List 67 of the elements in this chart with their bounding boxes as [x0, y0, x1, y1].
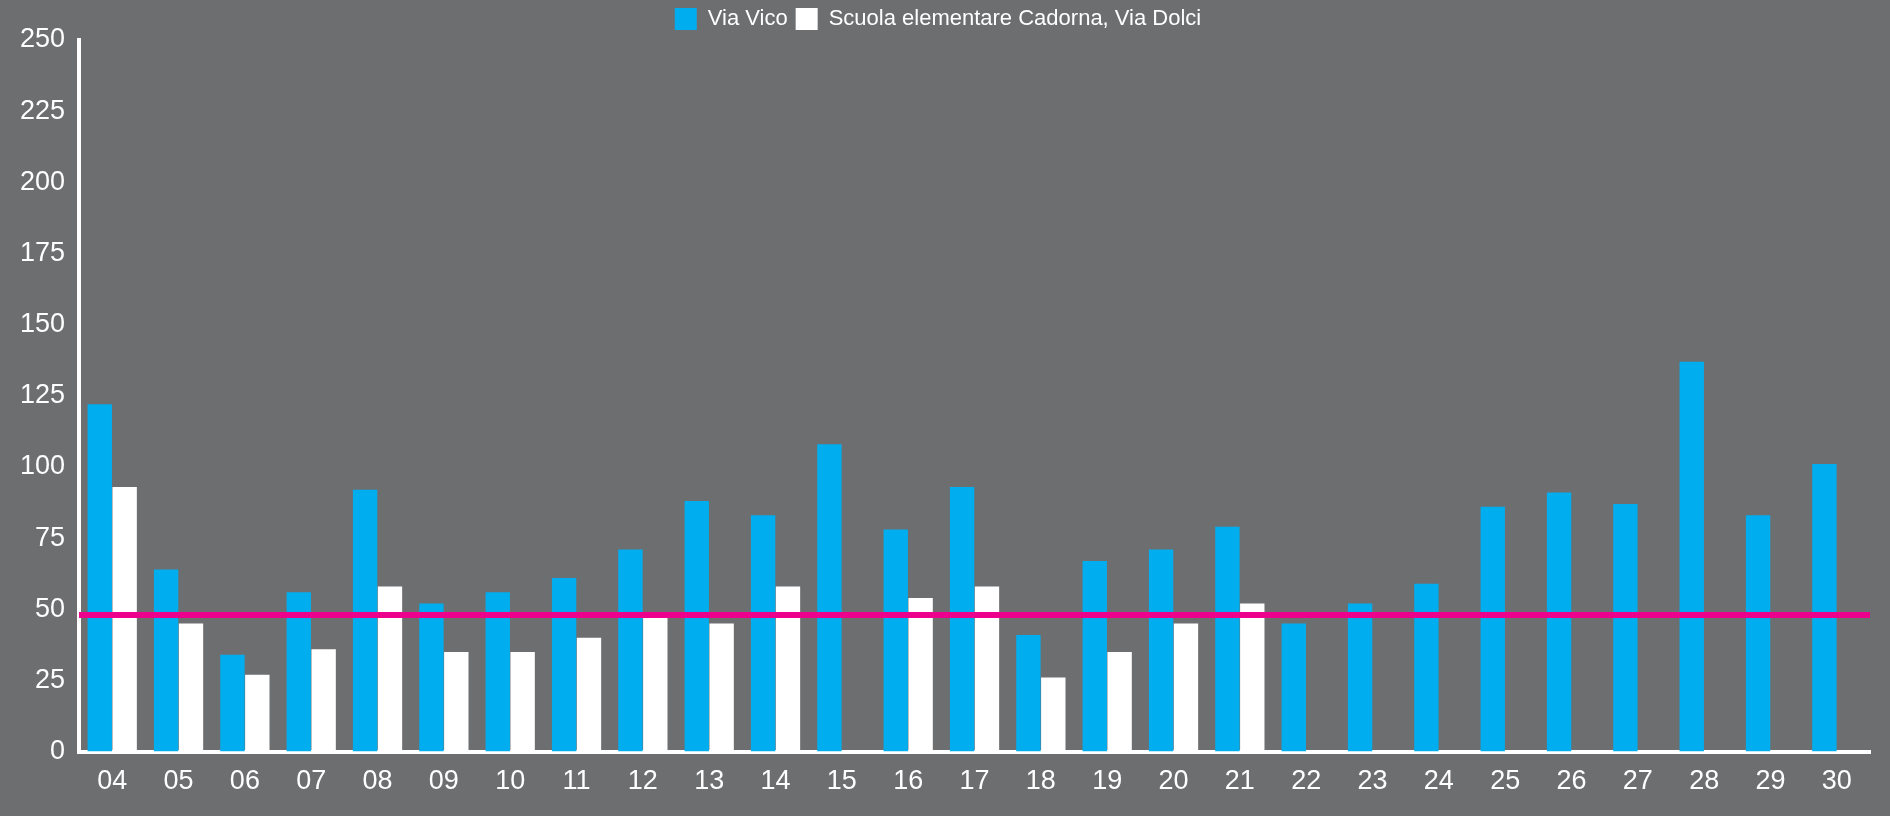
bar — [1082, 560, 1107, 752]
y-tick-label: 200 — [19, 165, 66, 196]
bar — [1016, 634, 1041, 752]
x-tick-label: 19 — [1092, 765, 1123, 796]
bar — [1613, 503, 1638, 752]
x-tick-label: 10 — [495, 765, 526, 796]
x-tick-label: 27 — [1622, 765, 1653, 796]
x-tick-label: 05 — [163, 765, 194, 796]
x-tick-label: 11 — [562, 765, 591, 796]
bar — [1812, 464, 1837, 752]
bar — [949, 486, 975, 752]
bar — [1679, 361, 1704, 752]
bar — [1414, 583, 1439, 752]
bar — [750, 515, 776, 752]
x-tick-label: 21 — [1224, 765, 1255, 796]
x-tick-label: 26 — [1556, 765, 1587, 796]
y-tick-label: 150 — [19, 308, 66, 339]
bar — [1745, 515, 1771, 752]
y-tick-label: 100 — [19, 450, 66, 481]
x-tick-label: 14 — [760, 765, 791, 796]
y-tick-label: 25 — [35, 663, 66, 694]
x-tick-label: 29 — [1755, 765, 1786, 796]
bar — [1281, 623, 1306, 752]
y-tick-label: 50 — [35, 592, 66, 623]
x-tick-label: 12 — [627, 765, 658, 796]
x-tick-label: 06 — [229, 765, 260, 796]
x-tick-label: 15 — [826, 765, 857, 796]
x-tick-label: 18 — [1025, 765, 1056, 796]
bar — [551, 577, 577, 752]
x-tick-label: 08 — [362, 765, 393, 796]
y-tick-label: 250 — [19, 23, 66, 54]
bar — [1148, 549, 1174, 752]
bar — [153, 569, 179, 752]
y-tick-label: 0 — [50, 735, 66, 766]
x-tick-label: 28 — [1689, 765, 1720, 796]
bar — [352, 489, 378, 752]
bar — [286, 592, 311, 752]
bar — [817, 444, 842, 752]
x-tick-label: 23 — [1357, 765, 1388, 796]
bar — [1546, 492, 1572, 752]
x-tick-label: 17 — [959, 765, 990, 796]
bar — [618, 549, 643, 752]
y-tick-label: 175 — [19, 236, 66, 267]
x-tick-label: 22 — [1291, 765, 1322, 796]
x-tick-label: 30 — [1821, 765, 1852, 796]
bar — [485, 592, 510, 752]
y-tick-label: 225 — [19, 94, 66, 125]
bar — [684, 501, 709, 752]
bar — [883, 529, 908, 752]
bar — [1215, 526, 1240, 752]
x-tick-label: 25 — [1490, 765, 1521, 796]
x-tick-label: 16 — [893, 765, 924, 796]
bar — [1347, 603, 1373, 752]
y-tick-label: 75 — [35, 521, 66, 552]
x-tick-label: 13 — [694, 765, 725, 796]
bar — [1480, 506, 1505, 752]
legend-label: Scuola elementare Cadorna, Via Dolci — [828, 5, 1202, 31]
x-tick-label: 24 — [1423, 765, 1454, 796]
x-tick-label: 04 — [97, 765, 128, 796]
y-tick-label: 125 — [19, 379, 66, 410]
x-tick-label: 20 — [1158, 765, 1189, 796]
legend-label: Via Vico — [707, 5, 788, 31]
bar — [419, 603, 444, 752]
x-tick-label: 07 — [296, 765, 327, 796]
x-tick-label: 09 — [428, 765, 459, 796]
bar — [87, 404, 112, 752]
bar — [220, 654, 245, 752]
